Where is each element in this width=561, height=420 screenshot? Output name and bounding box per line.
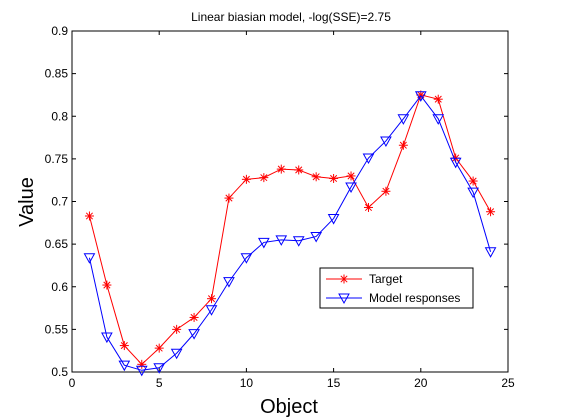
data-point [292, 236, 305, 247]
x-tick-label: 25 [501, 376, 515, 390]
data-point [310, 231, 323, 243]
x-tick-label: 5 [156, 376, 163, 390]
data-point [240, 253, 253, 264]
legend-box [319, 267, 474, 309]
x-axis-title: Object [260, 396, 318, 418]
data-point [346, 171, 356, 181]
data-point [362, 153, 375, 165]
data-point [135, 365, 148, 377]
x-tick-label: 20 [414, 376, 428, 390]
data-point [172, 324, 182, 334]
chart-title: Linear biasian model, -log(SSE)=2.75 [191, 10, 391, 24]
y-tick-label: 0.75 [45, 152, 69, 166]
series-1 [83, 91, 497, 377]
y-axis: 0.5 0.55 0.6 0.65 0.7 0.75 0.8 0.85 0.9 [45, 24, 508, 379]
data-point [381, 186, 391, 196]
data-point [83, 253, 96, 264]
y-tick-label: 0.8 [51, 109, 68, 123]
data-point [363, 202, 373, 212]
data-point [153, 363, 166, 374]
data-point [397, 114, 410, 125]
plot-frame [71, 30, 509, 373]
data-point [449, 157, 462, 169]
data-point [275, 235, 288, 246]
data-point [468, 176, 478, 186]
data-point [276, 164, 286, 174]
y-tick-label: 0.7 [51, 195, 68, 209]
x-tick-label: 0 [69, 376, 76, 390]
y-axis-title: Value [16, 177, 38, 227]
data-point [137, 359, 147, 369]
data-point [102, 280, 112, 290]
y-tick-label: 0.65 [45, 237, 69, 251]
series-layer [83, 90, 497, 377]
y-tick-label: 0.85 [45, 67, 69, 81]
y-tick-label: 0.9 [51, 24, 68, 38]
data-point [223, 277, 235, 288]
data-point [432, 114, 445, 125]
legend-label: Model responses [369, 291, 460, 305]
data-point [119, 341, 129, 351]
data-point [189, 312, 199, 322]
legend: Target Model responses [319, 267, 474, 309]
x-tick-label: 10 [240, 376, 254, 390]
data-point [205, 305, 218, 316]
data-point [154, 343, 164, 353]
legend-marker [338, 293, 350, 305]
data-point [84, 211, 94, 221]
y-tick-label: 0.6 [51, 280, 68, 294]
data-point [414, 91, 427, 102]
legend-marker [339, 274, 349, 284]
data-point [170, 348, 183, 360]
data-point [259, 173, 269, 183]
legend-label: Target [369, 272, 403, 286]
data-point [224, 193, 234, 203]
data-point [433, 94, 443, 104]
y-tick-label: 0.55 [45, 322, 69, 336]
data-point [207, 294, 217, 304]
x-axis: 0 5 10 15 20 25 [69, 31, 515, 390]
data-point [467, 187, 479, 199]
data-point [241, 174, 251, 184]
plot-area: 0 5 10 15 20 25 0.50.550.60.650.70.750.80.850… [45, 24, 515, 390]
data-point [345, 182, 357, 194]
data-point [329, 173, 339, 183]
data-point [101, 332, 113, 344]
data-point [311, 172, 321, 182]
data-point [486, 207, 496, 217]
x-tick-label: 15 [327, 376, 341, 390]
data-point [188, 329, 200, 340]
data-point [398, 140, 408, 150]
data-point [118, 360, 131, 372]
data-point [327, 214, 340, 225]
y-tick-label: 0.5 [51, 365, 68, 379]
data-point [380, 136, 392, 148]
data-point [484, 247, 497, 258]
data-point [294, 165, 304, 175]
data-point [257, 237, 270, 249]
